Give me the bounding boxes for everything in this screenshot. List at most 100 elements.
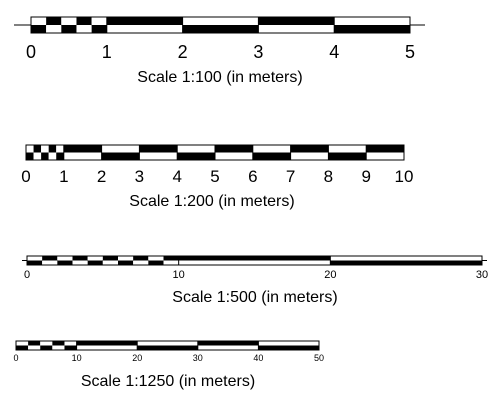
fine-division-bottom bbox=[72, 260, 88, 265]
tick-label-20: 20 bbox=[324, 269, 336, 281]
segment-bottom bbox=[76, 345, 138, 350]
fine-division-top bbox=[42, 256, 58, 261]
segment-top bbox=[197, 341, 259, 346]
fine-division-bottom bbox=[46, 25, 62, 33]
segment-top bbox=[178, 256, 331, 261]
tick-label-10: 10 bbox=[395, 167, 414, 186]
tick-label-5: 5 bbox=[405, 42, 415, 62]
segment-bottom bbox=[328, 152, 367, 160]
tick-label-2: 2 bbox=[97, 167, 106, 186]
scale-bar-1-100-caption: Scale 1:100 (in meters) bbox=[137, 69, 302, 86]
fine-division-bottom bbox=[16, 345, 29, 350]
scale-bar-1-200: 0 1 2 3 4 5 6 7 8 9 10 Scale 1:200 (in m… bbox=[21, 144, 414, 210]
segment-top bbox=[252, 145, 291, 153]
fine-division-top bbox=[118, 256, 134, 261]
scale-bar-1-1250-segments bbox=[15, 340, 320, 351]
tick-label-10: 10 bbox=[72, 353, 82, 363]
segment-bottom bbox=[101, 152, 140, 160]
segment-top bbox=[139, 145, 178, 153]
fine-division-top bbox=[76, 17, 92, 25]
scale-bar-1-1250: 0 10 20 30 40 50 Scale 1:1250 (in meters… bbox=[13, 340, 324, 390]
fine-division-bottom bbox=[133, 260, 149, 265]
tick-label-3: 3 bbox=[253, 42, 263, 62]
segment-bottom bbox=[252, 152, 291, 160]
fine-division-bottom bbox=[163, 260, 179, 265]
fine-division-bottom bbox=[27, 260, 43, 265]
fine-division-bottom bbox=[26, 152, 34, 160]
fine-division-top bbox=[52, 341, 65, 346]
tick-label-7: 7 bbox=[286, 167, 295, 186]
segment-top bbox=[330, 256, 482, 261]
segment-bottom bbox=[334, 25, 410, 33]
tick-label-1: 1 bbox=[102, 42, 112, 62]
bar-frame bbox=[30, 16, 411, 34]
fine-division-top bbox=[87, 256, 103, 261]
fine-division-top bbox=[163, 256, 179, 261]
fine-division-bottom bbox=[61, 25, 77, 33]
tick-label-10: 10 bbox=[173, 269, 185, 281]
fine-division-top bbox=[148, 256, 164, 261]
segment-bottom bbox=[182, 25, 259, 33]
fine-division-bottom bbox=[28, 345, 41, 350]
fine-division-top bbox=[46, 17, 62, 25]
scale-bar-1-200-segments bbox=[25, 144, 405, 161]
segment-top bbox=[106, 17, 183, 25]
fine-division-top bbox=[28, 341, 41, 346]
scale-bar-1-100-segments bbox=[14, 16, 425, 34]
segment-top bbox=[334, 17, 410, 25]
scale-bar-1-500-tick-labels: 0 10 20 30 bbox=[24, 269, 488, 281]
segment-bottom bbox=[290, 152, 329, 160]
tick-label-4: 4 bbox=[329, 42, 339, 62]
scale-bar-1-500-segments bbox=[22, 255, 487, 266]
fine-division-top bbox=[26, 145, 34, 153]
scale-bar-1-100-tick-labels: 0 1 2 3 4 5 bbox=[26, 42, 415, 62]
scale-bar-1-500-caption: Scale 1:500 (in meters) bbox=[172, 289, 337, 306]
fine-division-bottom bbox=[40, 345, 53, 350]
tick-label-0: 0 bbox=[21, 167, 30, 186]
segment-bottom bbox=[178, 260, 331, 265]
segment-bottom bbox=[330, 260, 482, 265]
fine-division-top bbox=[72, 256, 88, 261]
fine-division-top bbox=[48, 145, 57, 153]
fine-division-bottom bbox=[102, 260, 118, 265]
segment-bottom bbox=[215, 152, 253, 160]
tick-label-30: 30 bbox=[193, 353, 203, 363]
fine-division-bottom bbox=[118, 260, 134, 265]
segment-top bbox=[366, 145, 404, 153]
tick-label-2: 2 bbox=[178, 42, 188, 62]
fine-division-top bbox=[133, 256, 149, 261]
fine-division-top bbox=[56, 145, 64, 153]
bar-frame bbox=[15, 340, 320, 351]
segment-top bbox=[76, 341, 138, 346]
scale-bar-1-100: 0 1 2 3 4 5 Scale 1:100 (in meters) bbox=[14, 16, 425, 86]
fine-division-bottom bbox=[31, 25, 47, 33]
segment-bottom bbox=[139, 152, 178, 160]
segment-bottom bbox=[197, 345, 259, 350]
tick-label-0: 0 bbox=[24, 269, 30, 281]
fine-division-bottom bbox=[48, 152, 57, 160]
fine-division-bottom bbox=[76, 25, 92, 33]
fine-division-bottom bbox=[41, 152, 49, 160]
tick-label-6: 6 bbox=[248, 167, 257, 186]
segment-top bbox=[182, 17, 259, 25]
segment-top bbox=[215, 145, 253, 153]
scale-bar-1-1250-tick-labels: 0 10 20 30 40 50 bbox=[13, 353, 324, 363]
fine-division-bottom bbox=[42, 260, 58, 265]
segment-top bbox=[137, 341, 198, 346]
fine-division-bottom bbox=[56, 152, 64, 160]
fine-division-top bbox=[31, 17, 47, 25]
fine-division-top bbox=[64, 341, 77, 346]
segment-top bbox=[328, 145, 367, 153]
fine-division-bottom bbox=[91, 25, 107, 33]
segment-top bbox=[258, 341, 319, 346]
fine-division-top bbox=[102, 256, 118, 261]
fine-division-top bbox=[27, 256, 43, 261]
segment-bottom bbox=[258, 345, 319, 350]
scale-bar-1-200-caption: Scale 1:200 (in meters) bbox=[129, 193, 294, 210]
segment-top bbox=[290, 145, 329, 153]
bar-frame bbox=[26, 255, 483, 266]
fine-division-bottom bbox=[148, 260, 164, 265]
fine-division-top bbox=[91, 17, 107, 25]
segment-bottom bbox=[106, 25, 183, 33]
fine-division-top bbox=[16, 341, 29, 346]
